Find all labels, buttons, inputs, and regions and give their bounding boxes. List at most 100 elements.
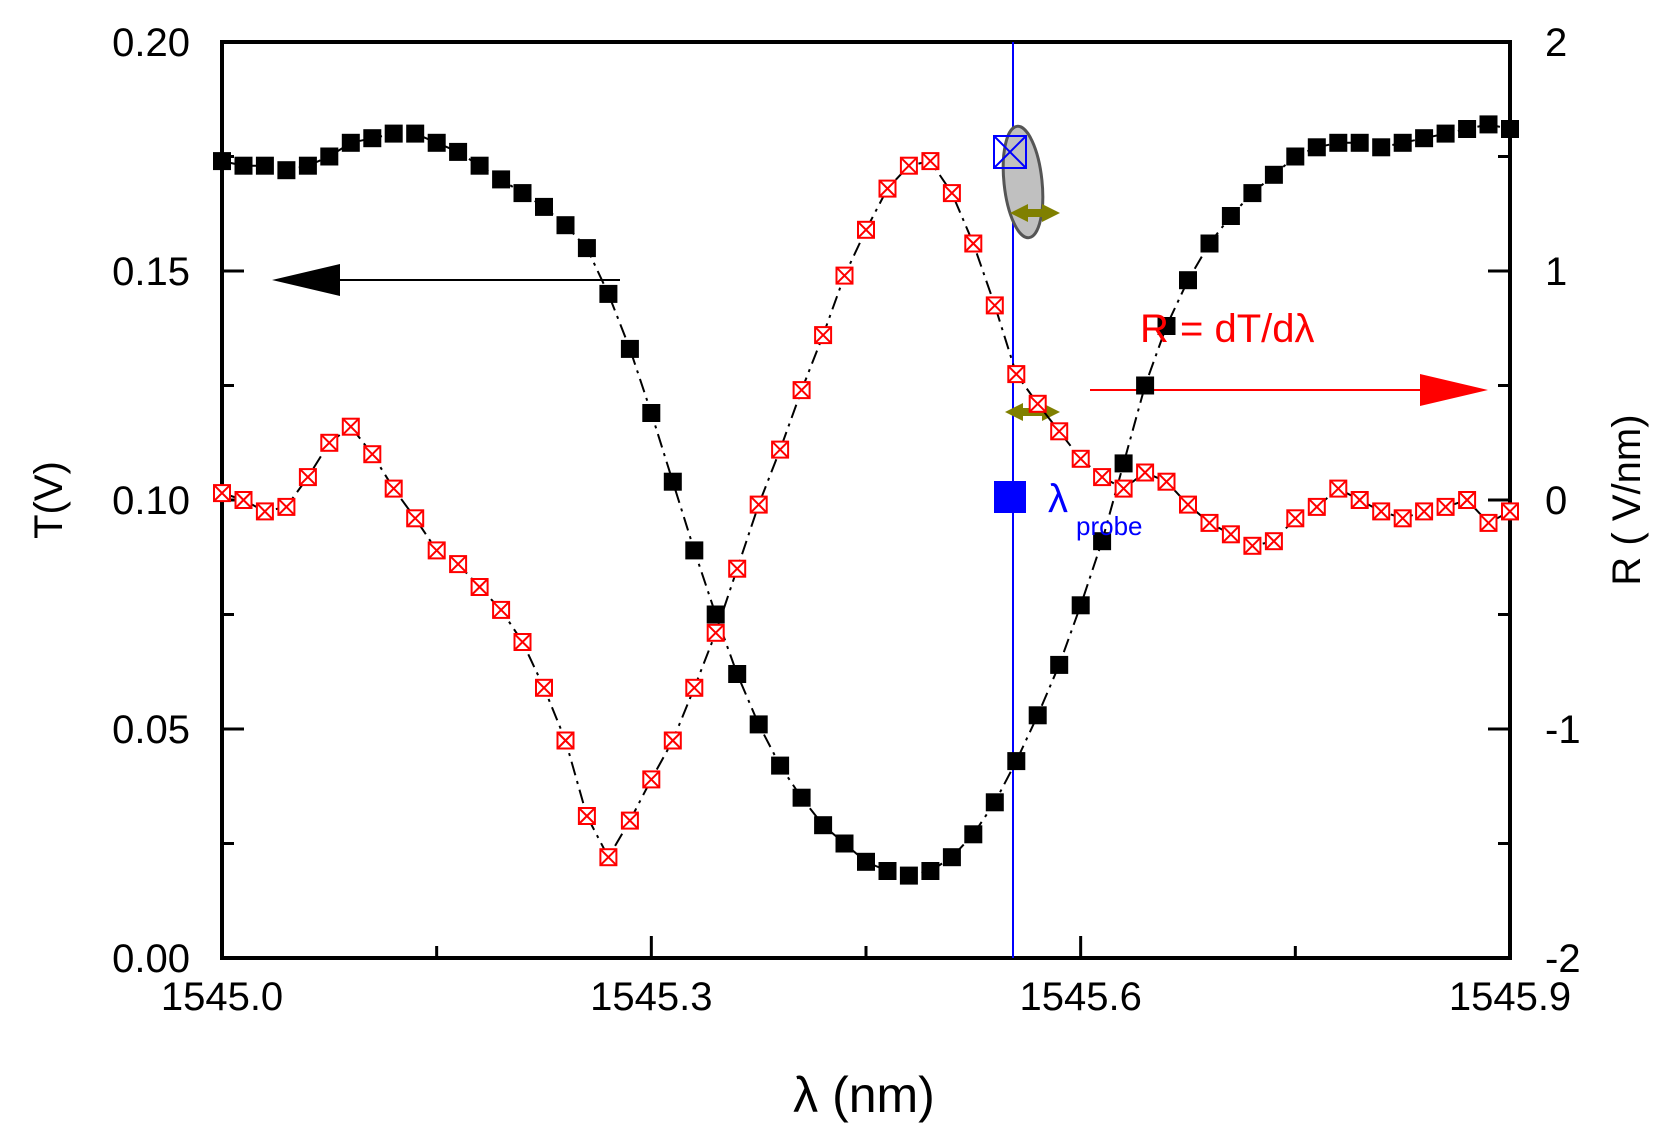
series-t-point xyxy=(620,339,639,358)
series-t-point xyxy=(384,124,403,143)
series-r-point xyxy=(1050,422,1069,441)
left-axis-arrowhead xyxy=(272,264,340,296)
right-axis-title: R ( V/nm) xyxy=(1605,414,1649,585)
series-r-point xyxy=(470,578,489,596)
series-t-point xyxy=(535,197,553,216)
series-t-point xyxy=(899,866,918,885)
series-r-point xyxy=(1071,449,1090,468)
series-t-point xyxy=(213,152,231,171)
series-r-point xyxy=(642,770,661,789)
annotation-layer xyxy=(272,42,1488,958)
series-t-point xyxy=(1071,596,1090,615)
series-t-point xyxy=(277,161,296,180)
series-r-point xyxy=(921,152,940,171)
series-r-point xyxy=(1372,502,1391,521)
series-r-point xyxy=(1028,394,1047,413)
series-r-layer xyxy=(213,152,1519,867)
x-axis-title: λ (nm) xyxy=(793,1067,935,1123)
series-t-point xyxy=(449,142,468,161)
series-t-point xyxy=(320,147,339,166)
series-r-point xyxy=(577,807,596,825)
series-r-point xyxy=(341,417,360,436)
x-tick-label: 1545.9 xyxy=(1449,975,1571,1019)
series-r-point xyxy=(1243,536,1262,555)
series-t-point xyxy=(921,862,940,880)
series-t-point xyxy=(255,156,274,175)
series-r-point xyxy=(406,509,425,528)
series-t-point xyxy=(470,156,489,175)
series-r-point xyxy=(513,633,532,651)
series-t-point xyxy=(1264,165,1283,184)
series-t-point xyxy=(1286,147,1305,166)
probe-label-main: λ xyxy=(1048,477,1068,521)
right-axis-arrowhead xyxy=(1420,374,1488,406)
series-t-point xyxy=(1479,115,1498,134)
left-y-tick-label: 0.00 xyxy=(112,937,190,981)
series-t-layer xyxy=(213,115,1519,885)
series-r-point xyxy=(1264,532,1283,551)
series-r-point xyxy=(1415,502,1434,521)
series-t-point xyxy=(749,715,768,734)
series-r-point xyxy=(857,220,875,239)
series-t-point xyxy=(685,541,704,560)
series-r-point xyxy=(728,559,747,578)
series-t-point xyxy=(1007,752,1026,771)
right-y-tick-label: -2 xyxy=(1545,937,1581,981)
series-r-point xyxy=(835,266,854,285)
series-r-point xyxy=(1329,479,1348,498)
left-y-tick-label: 0.20 xyxy=(112,21,190,65)
series-t-point xyxy=(1243,184,1262,203)
series-r-point xyxy=(1501,502,1519,521)
probe-marker-highlight xyxy=(993,135,1027,169)
series-t-point xyxy=(878,862,897,880)
series-t-point xyxy=(814,816,833,835)
series-r-point xyxy=(427,541,446,560)
series-t-point xyxy=(556,216,575,235)
series-r-point xyxy=(320,433,339,452)
series-t-point xyxy=(1393,133,1412,152)
x-tick-label: 1545.0 xyxy=(161,975,283,1019)
series-r-point xyxy=(535,678,553,697)
series-r-point xyxy=(255,502,274,521)
x-tick-label: 1545.6 xyxy=(1019,975,1141,1019)
responsivity-label: R = dT/dλ xyxy=(1140,307,1315,351)
series-t-point xyxy=(1350,133,1369,152)
series-t-point xyxy=(234,156,253,175)
series-r-point xyxy=(363,445,382,464)
tick-labels-layer: 1545.0 1545.3 1545.6 1545.9 0.00 0.05 0.10 0.15… xyxy=(112,21,1580,1019)
right-y-tick-label: -1 xyxy=(1545,708,1581,752)
series-r-point xyxy=(1393,509,1412,528)
series-r-point xyxy=(878,179,897,198)
series-r-point xyxy=(620,811,639,830)
series-r-point xyxy=(685,678,704,697)
series-r-point xyxy=(1136,463,1155,482)
series-r-point xyxy=(599,848,618,867)
series-r-point xyxy=(985,296,1004,315)
series-r-point xyxy=(1350,491,1369,509)
series-r-point xyxy=(384,479,403,498)
series-t-point xyxy=(513,184,532,203)
series-t-point xyxy=(363,129,382,148)
series-t-point xyxy=(1329,133,1348,152)
series-r-point xyxy=(449,555,468,574)
series-t-point xyxy=(1307,138,1326,157)
left-axis-title: T(V) xyxy=(27,461,71,539)
left-y-tick-label: 0.05 xyxy=(112,708,190,752)
series-t-point xyxy=(1050,655,1069,674)
series-r-point xyxy=(1436,497,1455,516)
series-t-point xyxy=(1093,532,1112,551)
probe-label-sub: probe xyxy=(1076,511,1143,541)
series-t-point xyxy=(1114,454,1133,473)
series-t-point xyxy=(492,170,511,189)
series-t-point xyxy=(1415,129,1434,148)
series-t-point xyxy=(942,848,961,867)
series-r-point xyxy=(771,440,790,459)
series-t-point xyxy=(964,825,983,844)
series-r-point xyxy=(706,623,725,642)
series-t-point xyxy=(1436,124,1455,143)
series-t-point xyxy=(1028,706,1047,725)
series-r-point xyxy=(1200,513,1219,532)
series-t-point xyxy=(1372,138,1391,157)
series-t-point xyxy=(706,605,725,624)
